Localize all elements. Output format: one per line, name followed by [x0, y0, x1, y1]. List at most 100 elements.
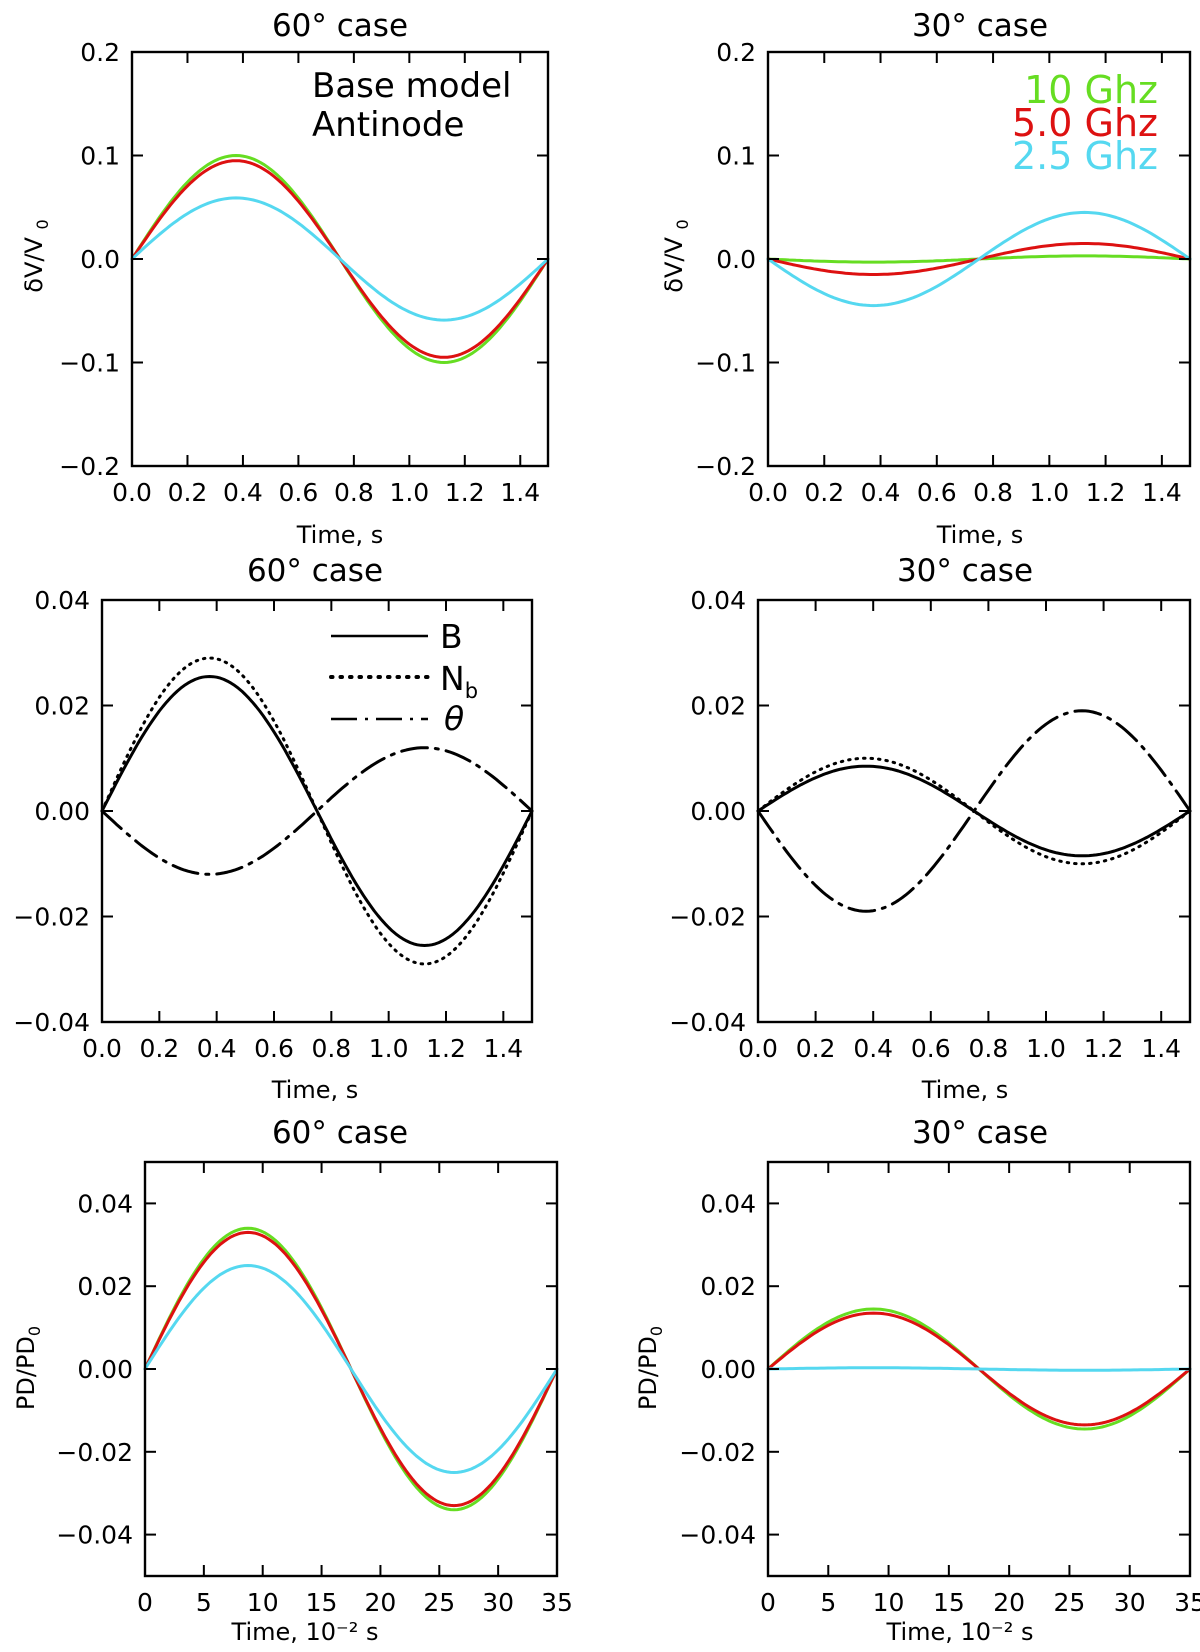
y-tick-label: −0.2 [59, 452, 120, 481]
x-tick-label: 25 [1054, 1588, 1086, 1617]
x-tick-label: 0.0 [738, 1034, 778, 1063]
x-tick-label: 25 [423, 1588, 455, 1617]
panel-title: 60° case [272, 8, 408, 44]
plot-area: 0.0 0.2 0.4 0.6 0.8 1.0 1.2 1.4 −0.2 −0.1 0.0 0.1 0.… [59, 38, 550, 507]
x-tick-label: 0 [760, 1588, 776, 1617]
x-tick-label: 1.2 [445, 478, 485, 507]
x-tick-label: 0.4 [861, 478, 901, 507]
series-line-nb [756, 756, 1192, 866]
x-tick-label: 1.4 [1141, 1034, 1181, 1063]
panel-title: 30° case [912, 8, 1048, 44]
panel-title: 30° case [912, 1115, 1048, 1151]
plot-area: 0 5 10 15 20 25 30 35 −0.04 −0.02 0.00 0.02 0.04 [56, 1160, 573, 1617]
y-tick-label: 0.2 [716, 38, 756, 67]
x-tick-label: 20 [993, 1588, 1025, 1617]
y-tick-label: 0.02 [34, 692, 90, 721]
x-tick-label: 35 [541, 1588, 573, 1617]
panel-middle-right: 30° case Time, s 0.0 0.2 0.4 0.6 0.8 1.0 1.2 1.… [669, 553, 1192, 1104]
y-tick-label: −0.1 [695, 349, 756, 378]
x-tick-label: 1.4 [500, 478, 540, 507]
x-tick-label: 15 [933, 1588, 965, 1617]
legend-label-nb: Nb [440, 659, 478, 703]
x-tick-label: 10 [247, 1588, 279, 1617]
series-line-2-5-ghz [143, 1264, 559, 1474]
panel-bottom-left: 60° case Time, 10⁻² s PD/PD0 0 5 10 15 20 25 3… [12, 1115, 573, 1646]
x-tick-label: 1.2 [1086, 478, 1126, 507]
x-tick-label: 20 [365, 1588, 397, 1617]
x-axis-label: Time, 10⁻² s [886, 1618, 1034, 1646]
panel-bottom-right: 30° case Time, 10⁻² s PD/PD0 0 5 10 15 20 25 3… [634, 1115, 1200, 1646]
panel-top-right: 30° case Time, s δV/V 0 10 Ghz 5.0 Ghz 2… [660, 8, 1192, 549]
annotation-base-model: Base model [312, 66, 511, 106]
x-axis-label: Time, 10⁻² s [231, 1618, 379, 1646]
x-tick-label: 0.4 [853, 1034, 893, 1063]
legend-2-5ghz: 2.5 Ghz [1012, 134, 1158, 178]
y-tick-label: 0.02 [690, 692, 746, 721]
panel-middle-left: 60° case Time, s B Nb θ 0.0 0.2 0.4 0.6 0.8 1… [13, 553, 534, 1104]
y-tick-label: 0.04 [77, 1189, 133, 1218]
x-tick-label: 0.4 [197, 1034, 237, 1063]
legend-label-b: B [440, 617, 463, 656]
x-tick-label: 0.0 [112, 478, 152, 507]
series-line-2-5-ghz [766, 210, 1192, 308]
y-tick-label: 0.0 [716, 245, 756, 274]
y-axis-label: PD/PD0 [634, 1326, 666, 1410]
y-tick-label: −0.02 [669, 903, 746, 932]
panel-title: 60° case [247, 553, 383, 589]
x-tick-label: 1.0 [1026, 1034, 1066, 1063]
y-tick-label: −0.1 [59, 349, 120, 378]
y-tick-label: 0.00 [690, 797, 746, 826]
plot-area: 0 5 10 15 20 25 30 35 −0.04 −0.02 0.00 0.02 0.04 [679, 1160, 1200, 1617]
y-tick-label: 0.04 [34, 586, 90, 615]
y-axis-label: δV/V 0 [20, 219, 52, 292]
series-line-nb [100, 656, 534, 966]
x-axis-label: Time, s [936, 521, 1024, 549]
y-tick-label: 0.1 [716, 142, 756, 171]
annotation-antinode: Antinode [312, 105, 464, 145]
legend-5ghz: 5.0 Ghz [1012, 101, 1158, 145]
y-tick-label: 0.02 [700, 1272, 756, 1301]
x-tick-label: 0.8 [334, 478, 374, 507]
series-line-- [756, 709, 1192, 913]
x-tick-label: 30 [1114, 1588, 1146, 1617]
plot-area: 0.0 0.2 0.4 0.6 0.8 1.0 1.2 1.4 −0.2 −0.1 0.0 0.1 0.… [695, 38, 1192, 507]
x-tick-label: 1.0 [389, 478, 429, 507]
x-tick-label: 0.4 [223, 478, 263, 507]
y-axis-label: PD/PD0 [12, 1326, 44, 1410]
x-tick-label: 0.2 [139, 1034, 179, 1063]
y-tick-label: 0.02 [77, 1272, 133, 1301]
plot-area: 0.0 0.2 0.4 0.6 0.8 1.0 1.2 1.4 −0.04 −0.02 0.00 0.… [669, 586, 1192, 1063]
x-tick-label: 1.2 [426, 1034, 466, 1063]
y-tick-label: 0.1 [80, 142, 120, 171]
y-tick-label: 0.00 [34, 797, 90, 826]
y-tick-label: 0.0 [80, 245, 120, 274]
x-tick-label: 0.8 [973, 478, 1013, 507]
y-tick-label: −0.2 [695, 452, 756, 481]
y-tick-label: −0.04 [669, 1008, 746, 1037]
x-tick-label: 0.8 [969, 1034, 1009, 1063]
x-tick-label: 1.2 [1084, 1034, 1124, 1063]
x-tick-label: 0.6 [911, 1034, 951, 1063]
x-tick-label: 0 [137, 1588, 153, 1617]
x-tick-label: 0.6 [254, 1034, 294, 1063]
x-tick-label: 0.2 [804, 478, 844, 507]
y-tick-label: 0.00 [700, 1355, 756, 1384]
panel-title: 60° case [272, 1115, 408, 1151]
x-tick-label: 0.6 [917, 478, 957, 507]
x-tick-label: 1.0 [1029, 478, 1069, 507]
x-tick-label: 0.6 [279, 478, 319, 507]
legend-label-theta: θ [444, 699, 464, 738]
y-tick-label: 0.00 [77, 1355, 133, 1384]
y-axis-label: δV/V 0 [660, 219, 692, 292]
y-tick-label: −0.04 [13, 1008, 90, 1037]
series-line-b [100, 675, 534, 947]
y-tick-label: 0.04 [690, 586, 746, 615]
x-tick-label: 0.8 [311, 1034, 351, 1063]
x-tick-label: 0.2 [168, 478, 208, 507]
y-tick-label: −0.02 [13, 903, 90, 932]
x-axis-label: Time, s [271, 1076, 359, 1104]
x-tick-label: 5 [820, 1588, 836, 1617]
y-tick-label: −0.02 [679, 1438, 756, 1467]
plot-area: 0.0 0.2 0.4 0.6 0.8 1.0 1.2 1.4 −0.04 −0.02 0.00 0.… [13, 586, 534, 1063]
